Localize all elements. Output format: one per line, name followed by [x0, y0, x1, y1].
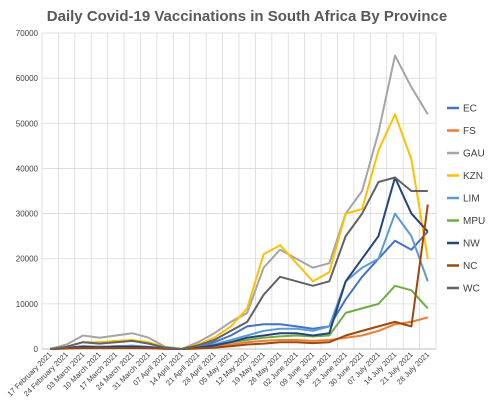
legend-label-wc: WC — [463, 284, 480, 295]
legend-label-ec: EC — [463, 104, 477, 115]
series-line-nw — [50, 176, 429, 350]
series-line-kzn — [50, 113, 429, 350]
legend-label-fs: FS — [463, 126, 476, 137]
legend-label-lim: LIM — [463, 194, 480, 205]
y-tick-label: 60000 — [16, 74, 39, 83]
y-tick-label: 40000 — [16, 164, 39, 173]
series-line-wc — [50, 176, 428, 350]
legend-label-mpu: MPU — [463, 216, 485, 227]
y-tick-label: 30000 — [16, 210, 39, 219]
legend-label-nw: NW — [463, 239, 480, 250]
series-line-nc — [50, 204, 429, 350]
y-tick-label: 0 — [34, 345, 39, 354]
y-tick-label: 50000 — [16, 119, 39, 128]
legend: EC FS GAU KZN LIM MPU NW NC WC — [447, 104, 485, 295]
legend-label-nc: NC — [463, 261, 477, 272]
y-tick-label: 70000 — [16, 29, 39, 38]
legend-label-kzn: KZN — [463, 171, 483, 182]
y-tick-label: 20000 — [16, 255, 39, 264]
series-lines — [49, 54, 429, 350]
gridlines — [41, 32, 437, 350]
legend-label-gau: GAU — [463, 149, 485, 160]
y-tick-label: 10000 — [16, 300, 39, 309]
chart-title: Daily Covid-19 Vaccinations in South Afr… — [47, 8, 447, 25]
